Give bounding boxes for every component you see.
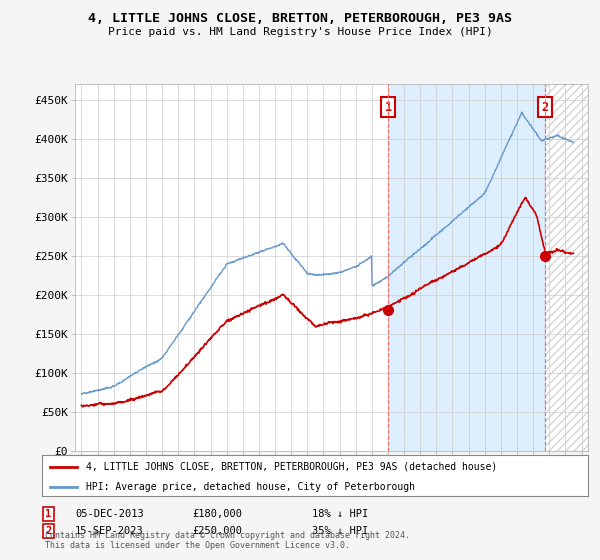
Text: Price paid vs. HM Land Registry's House Price Index (HPI): Price paid vs. HM Land Registry's House … xyxy=(107,27,493,37)
Text: HPI: Average price, detached house, City of Peterborough: HPI: Average price, detached house, City… xyxy=(86,482,415,492)
Text: £180,000: £180,000 xyxy=(192,509,242,519)
Text: 15-SEP-2023: 15-SEP-2023 xyxy=(75,526,144,536)
Text: 1: 1 xyxy=(385,101,392,114)
Text: 18% ↓ HPI: 18% ↓ HPI xyxy=(312,509,368,519)
Text: Contains HM Land Registry data © Crown copyright and database right 2024.
This d: Contains HM Land Registry data © Crown c… xyxy=(45,530,410,550)
Text: 4, LITTLE JOHNS CLOSE, BRETTON, PETERBOROUGH, PE3 9AS: 4, LITTLE JOHNS CLOSE, BRETTON, PETERBOR… xyxy=(88,12,512,25)
Text: 35% ↓ HPI: 35% ↓ HPI xyxy=(312,526,368,536)
Text: £250,000: £250,000 xyxy=(192,526,242,536)
Text: 1: 1 xyxy=(45,509,51,519)
Text: 2: 2 xyxy=(542,101,549,114)
Bar xyxy=(545,84,588,451)
Text: 4, LITTLE JOHNS CLOSE, BRETTON, PETERBOROUGH, PE3 9AS (detached house): 4, LITTLE JOHNS CLOSE, BRETTON, PETERBOR… xyxy=(86,461,497,472)
Bar xyxy=(388,84,545,451)
Text: 2: 2 xyxy=(45,526,51,536)
Text: 05-DEC-2013: 05-DEC-2013 xyxy=(75,509,144,519)
Bar xyxy=(545,84,588,451)
